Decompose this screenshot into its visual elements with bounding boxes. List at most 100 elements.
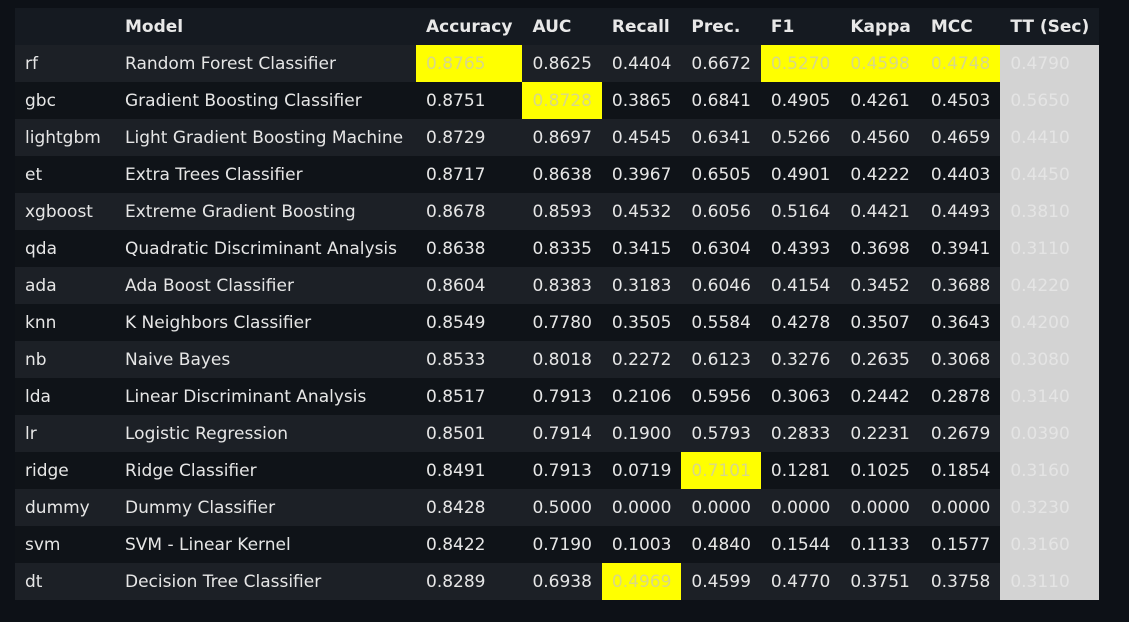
cell-f1: 0.4154: [770, 275, 831, 296]
table-row: dummy Dummy Classifier 0.8428 0.5000 0.0000 0…: [15, 489, 1100, 526]
cell-tt-sec: 0.4200: [1000, 304, 1100, 341]
cell-recall: 0.2106: [611, 386, 672, 407]
cell-auc: 0.7914: [532, 423, 592, 444]
cell-accuracy: 0.8491: [426, 460, 486, 481]
cell-precision: 0.6341: [691, 127, 751, 148]
cell-recall: 0.1003: [611, 534, 672, 555]
cell-auc: 0.7780: [532, 312, 592, 333]
column-header-recall: Recall: [611, 16, 670, 37]
cell-kappa: 0.4598: [840, 45, 921, 82]
cell-f1: 0.4393: [770, 238, 831, 259]
cell-accuracy: 0.8517: [426, 386, 486, 407]
column-header-f1: F1: [770, 16, 795, 37]
cell-mcc: 0.2878: [930, 386, 991, 407]
model-name: Decision Tree Classifier: [125, 571, 322, 592]
table-row: qda Quadratic Discriminant Analysis 0.8638…: [15, 230, 1100, 267]
cell-mcc: 0.1577: [930, 534, 991, 555]
cell-kappa: 0.4261: [850, 90, 910, 111]
model-name: Naive Bayes: [125, 349, 231, 370]
cell-recall: 0.4969: [601, 563, 682, 600]
cell-recall: 0.2272: [611, 349, 672, 370]
cell-accuracy: 0.8751: [426, 90, 486, 111]
cell-kappa: 0.3452: [850, 275, 910, 296]
model-name: Quadratic Discriminant Analysis: [125, 238, 397, 259]
cell-f1: 0.4905: [770, 90, 831, 111]
cell-accuracy: 0.8289: [426, 571, 486, 592]
cell-kappa: 0.4560: [850, 127, 910, 148]
cell-tt-sec: 0.3230: [1000, 489, 1100, 526]
table-row: dt Decision Tree Classifier 0.8289 0.6938 0.…: [15, 563, 1100, 600]
cell-kappa: 0.1133: [850, 534, 910, 555]
cell-auc: 0.7913: [532, 460, 592, 481]
cell-kappa: 0.2231: [850, 423, 910, 444]
cell-auc: 0.8383: [532, 275, 592, 296]
cell-accuracy: 0.8729: [426, 127, 486, 148]
cell-kappa: 0.1025: [850, 460, 910, 481]
cell-mcc: 0.1854: [930, 460, 991, 481]
model-name: Extra Trees Classifier: [125, 164, 303, 185]
cell-mcc: 0.4503: [930, 90, 991, 111]
cell-tt-sec: 0.4220: [1000, 267, 1100, 304]
cell-mcc: 0.4748: [920, 45, 1001, 82]
model-name: K Neighbors Classifier: [125, 312, 312, 333]
cell-auc: 0.5000: [532, 497, 592, 518]
model-name: Ridge Classifier: [125, 460, 257, 481]
cell-tt-sec: 0.3110: [1000, 563, 1100, 600]
cell-mcc: 0.4403: [930, 164, 991, 185]
cell-auc: 0.7190: [532, 534, 592, 555]
column-header-auc: AUC: [532, 16, 572, 37]
table-row: lda Linear Discriminant Analysis 0.8517 0.7…: [15, 378, 1100, 415]
cell-f1: 0.0000: [770, 497, 831, 518]
cell-mcc: 0.3068: [930, 349, 991, 370]
cell-auc: 0.8638: [532, 164, 592, 185]
cell-accuracy: 0.8501: [426, 423, 486, 444]
column-header-model: Model: [125, 16, 184, 37]
cell-precision: 0.6046: [691, 275, 751, 296]
table-row: ada Ada Boost Classifier 0.8604 0.8383 0.318…: [15, 267, 1100, 304]
model-comparison-table-wrapper: Model Accuracy AUC Recall Prec. F1 Kappa MCC TT …: [15, 8, 1100, 600]
cell-recall: 0.4532: [611, 201, 672, 222]
row-index: svm: [25, 534, 61, 555]
cell-precision: 0.5956: [691, 386, 751, 407]
row-index: gbc: [25, 90, 56, 111]
row-index: lr: [25, 423, 37, 444]
cell-f1: 0.1281: [770, 460, 831, 481]
cell-mcc: 0.3643: [930, 312, 991, 333]
cell-recall: 0.4404: [611, 53, 672, 74]
cell-f1: 0.3276: [770, 349, 831, 370]
cell-accuracy: 0.8678: [426, 201, 486, 222]
row-index: lda: [25, 386, 51, 407]
cell-tt-sec: 0.3810: [1000, 193, 1100, 230]
cell-precision: 0.4599: [691, 571, 751, 592]
cell-precision: 0.7101: [681, 452, 761, 489]
cell-precision: 0.6841: [691, 90, 751, 111]
cell-auc: 0.7913: [532, 386, 592, 407]
cell-kappa: 0.2442: [850, 386, 910, 407]
cell-precision: 0.5793: [691, 423, 751, 444]
cell-tt-sec: 0.4790: [1000, 45, 1100, 82]
cell-accuracy: 0.8765: [416, 45, 523, 82]
model-name: Dummy Classifier: [125, 497, 276, 518]
cell-accuracy: 0.8717: [426, 164, 486, 185]
cell-f1: 0.4278: [770, 312, 831, 333]
header-row: Model Accuracy AUC Recall Prec. F1 Kappa MCC TT …: [15, 8, 1100, 45]
cell-recall: 0.0000: [611, 497, 672, 518]
cell-precision: 0.6672: [691, 53, 751, 74]
row-index: knn: [25, 312, 57, 333]
table-row: rf Random Forest Classifier 0.8765 0.8625 0.…: [15, 45, 1100, 82]
model-name: Ada Boost Classifier: [125, 275, 294, 296]
cell-precision: 0.6304: [691, 238, 751, 259]
cell-precision: 0.4840: [691, 534, 751, 555]
table-header: Model Accuracy AUC Recall Prec. F1 Kappa MCC TT …: [15, 8, 1100, 45]
cell-accuracy: 0.8549: [426, 312, 486, 333]
cell-tt-sec: 0.3110: [1000, 230, 1100, 267]
column-header-precision: Prec.: [691, 16, 741, 37]
cell-recall: 0.3415: [611, 238, 672, 259]
cell-mcc: 0.3758: [930, 571, 991, 592]
cell-tt-sec: 0.0390: [1000, 415, 1100, 452]
cell-mcc: 0.2679: [930, 423, 991, 444]
cell-f1: 0.4901: [770, 164, 831, 185]
row-index: dummy: [25, 497, 90, 518]
cell-kappa: 0.0000: [850, 497, 910, 518]
cell-f1: 0.4770: [770, 571, 831, 592]
